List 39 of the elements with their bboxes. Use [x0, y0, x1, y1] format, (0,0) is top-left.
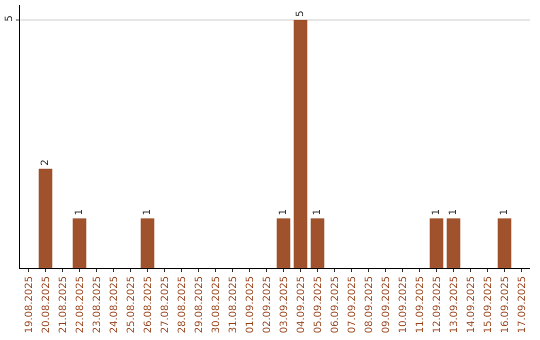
data-label: 1 — [431, 209, 442, 216]
data-label: 1 — [142, 209, 153, 216]
x-tick-label: 11.09.2025 — [414, 276, 426, 334]
x-tick-label: 19.08.2025 — [24, 276, 35, 334]
x-tick-label: 15.09.2025 — [482, 276, 494, 334]
x-tick-label: 16.09.2025 — [500, 276, 511, 334]
x-tick-label: 29.08.2025 — [194, 276, 205, 334]
x-tick-label: 28.08.2025 — [176, 276, 188, 334]
x-tick-label: 24.08.2025 — [108, 276, 120, 334]
x-tick-label: 27.08.2025 — [160, 276, 171, 334]
x-tick-label: 06.09.2025 — [330, 276, 341, 334]
x-tick-label: 10.09.2025 — [398, 276, 409, 334]
x-tick-label: 07.09.2025 — [346, 276, 358, 334]
data-label: 1 — [499, 209, 510, 216]
data-label: 5 — [295, 10, 306, 17]
data-label: 1 — [74, 209, 85, 216]
x-tick-label: 09.09.2025 — [380, 276, 392, 334]
data-label: 1 — [312, 209, 323, 216]
x-tick-label: 30.08.2025 — [210, 276, 222, 334]
x-tick-label: 31.08.2025 — [228, 276, 239, 334]
x-tick-label: 13.09.2025 — [448, 276, 460, 334]
x-tick-label: 02.09.2025 — [262, 276, 273, 334]
x-tick-label: 08.09.2025 — [364, 276, 375, 334]
x-tick-label: 20.08.2025 — [40, 276, 52, 334]
x-tick-label: 23.08.2025 — [92, 276, 103, 334]
x-tick-label: 26.08.2025 — [142, 276, 154, 334]
data-label: 2 — [40, 159, 51, 166]
data-label: 1 — [278, 209, 289, 216]
x-tick-label: 01.09.2025 — [244, 276, 256, 334]
x-tick-label: 21.08.2025 — [58, 276, 69, 334]
x-tick-label: 12.09.2025 — [432, 276, 443, 334]
x-tick-label: 04.09.2025 — [296, 276, 307, 334]
x-tick-label: 03.09.2025 — [278, 276, 290, 334]
x-tick-label: 05.09.2025 — [312, 276, 324, 334]
x-tick-label: 14.09.2025 — [466, 276, 477, 334]
data-label: 1 — [448, 209, 459, 216]
x-tick-label: 22.08.2025 — [74, 276, 86, 334]
x-tick-label: 25.08.2025 — [126, 276, 137, 334]
x-tick-label: 17.09.2025 — [516, 276, 528, 334]
